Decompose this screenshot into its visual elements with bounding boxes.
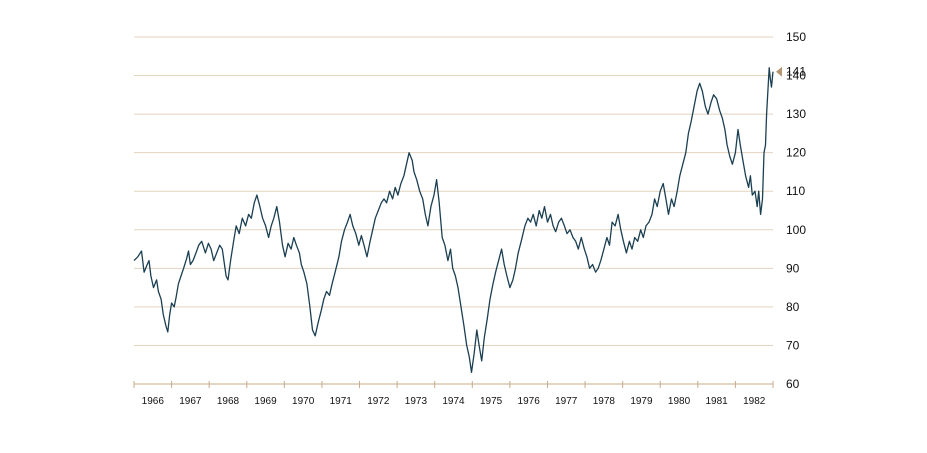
y-tick-label: 150 — [786, 30, 806, 44]
series-line — [133, 67, 774, 374]
x-tick-label: 1967 — [179, 396, 202, 407]
y-tick-label: 70 — [786, 338, 800, 352]
current-value-marker — [776, 66, 782, 77]
y-tick-label: 130 — [786, 107, 806, 121]
y-tick-label: 120 — [786, 146, 806, 160]
x-tick-label: 1971 — [330, 396, 353, 407]
x-tick-label: 1969 — [254, 396, 277, 407]
x-tick-label: 1975 — [480, 396, 503, 407]
current-value-label: 141 — [786, 65, 806, 79]
x-tick-label: 1978 — [593, 396, 616, 407]
y-tick-label: 90 — [786, 261, 800, 275]
x-axis — [133, 381, 774, 388]
x-tick-label: 1976 — [518, 396, 541, 407]
x-tick-label: 1982 — [743, 396, 766, 407]
x-tick-label: 1966 — [142, 396, 165, 407]
y-tick-label: 110 — [786, 184, 805, 198]
x-tick-label: 1981 — [705, 396, 728, 407]
y-tick-label: 100 — [786, 223, 806, 237]
x-tick-label: 1977 — [555, 396, 578, 407]
x-tick-label: 1980 — [668, 396, 691, 407]
x-tick-label: 1974 — [442, 396, 465, 407]
x-tick-label: 1973 — [405, 396, 428, 407]
y-tick-label: 60 — [786, 377, 800, 391]
y-tick-label: 140 — [786, 69, 806, 83]
x-tick-label: 1979 — [630, 396, 653, 407]
y-tick-label: 80 — [786, 300, 800, 314]
x-tick-label: 1972 — [367, 396, 390, 407]
x-axis-tick-labels: 1966 1967 1968 1969 1970 1971 1972 1973 1974 1975… — [142, 396, 766, 407]
x-tick-label: 1970 — [292, 396, 315, 407]
x-tick-label: 1968 — [217, 396, 240, 407]
y-axis-tick-labels: 60 70 80 90 100 110 120 130 140 150 — [786, 30, 806, 391]
